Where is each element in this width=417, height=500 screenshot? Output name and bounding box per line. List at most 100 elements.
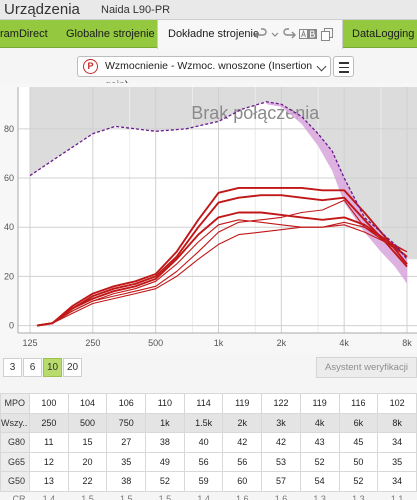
x-tick-label: 2k [277, 338, 287, 348]
gain-curve-2[interactable] [36, 194, 408, 327]
table-cell: 1.5k [183, 412, 224, 433]
table-cell[interactable]: 102 [377, 393, 417, 414]
level-selector: 3 6 10 20 Asystent weryfikacji [0, 357, 417, 379]
x-tick-label: 125 [22, 338, 37, 348]
table-cell: 1,5 [68, 491, 107, 500]
table-cell[interactable]: 50 [338, 451, 379, 472]
tab-bar: ramDirect Globalne strojenie Dokładne st… [0, 20, 417, 49]
table-cell[interactable]: 34 [377, 432, 417, 453]
table-cell: 1,1 [377, 491, 417, 500]
copy-icon[interactable] [320, 27, 334, 41]
level-button-3[interactable]: 3 [3, 358, 22, 377]
redo-icon[interactable] [282, 27, 296, 41]
table-cell[interactable]: 56 [222, 451, 263, 472]
row-header: G65 [0, 451, 30, 472]
table-cell[interactable]: 13 [29, 471, 69, 492]
curve-type-dropdown[interactable]: P Wzmocnienie - Wzmoc. wnoszone (Inserti… [77, 56, 331, 91]
x-tick-label: 8k [402, 338, 412, 348]
table-cell[interactable]: 35 [106, 451, 147, 472]
gain-table: MPO 100 104 106 110 114 119 122 119 116 102 Wszy.. 2… [0, 393, 417, 500]
gain-curves-plot[interactable]: Brak połączenia 0 20 40 60 80 125 250 500 1k 2k 4… [0, 83, 417, 353]
table-cell[interactable]: 20 [67, 451, 108, 472]
table-cell[interactable]: 45 [338, 432, 379, 453]
table-cell: 750 [106, 412, 147, 433]
table-cell: 2k [222, 412, 263, 433]
table-cell[interactable]: 38 [145, 432, 185, 453]
table-cell: 1,5 [145, 491, 185, 500]
no-connection-label: Brak połączenia [191, 103, 320, 123]
table-cell[interactable]: 52 [299, 451, 340, 472]
gain-curve-5[interactable] [36, 199, 408, 327]
table-cell[interactable]: 12 [29, 451, 69, 472]
table-cell: 1,3 [300, 491, 339, 500]
table-cell[interactable]: 60 [222, 471, 263, 492]
table-cell[interactable]: 100 [29, 393, 69, 414]
table-cell[interactable]: 116 [338, 393, 379, 414]
tab-label: ramDirect [0, 28, 48, 40]
max-output-limit-curve [29, 101, 408, 260]
tab-ramdirect[interactable]: ramDirect [0, 20, 58, 48]
ab-compare-icon[interactable] [299, 27, 317, 41]
table-cell[interactable]: 42 [222, 432, 263, 453]
table-cell[interactable]: 49 [145, 451, 185, 472]
table-cell: 1,5 [106, 491, 146, 500]
verification-assistant-button[interactable]: Asystent weryfikacji [316, 357, 417, 378]
y-tick-label: 0 [9, 321, 14, 331]
table-cell[interactable]: 53 [261, 451, 301, 472]
row-header: G80 [0, 432, 30, 453]
x-tick-label: 1k [214, 338, 224, 348]
table-row-freq: Wszy.. 250 500 750 1k 1.5k 2k 3k 4k 6k 8k [0, 412, 417, 433]
table-cell[interactable]: 11 [29, 432, 69, 453]
level-button-20[interactable]: 20 [63, 358, 82, 377]
tab-globalne-strojenie[interactable]: Globalne strojenie [66, 20, 158, 48]
level-button-10[interactable]: 10 [43, 358, 62, 377]
row-header: MPO [0, 393, 30, 414]
table-cell[interactable]: 110 [145, 393, 185, 414]
y-tick-label: 60 [4, 173, 14, 183]
level-button-6[interactable]: 6 [23, 358, 42, 377]
chevron-down-icon[interactable] [271, 27, 279, 41]
window-title: Urządzenia [4, 1, 80, 18]
table-cell[interactable]: 106 [106, 393, 147, 414]
table-cell[interactable]: 54 [299, 471, 340, 492]
table-cell[interactable]: 42 [261, 432, 301, 453]
table-cell[interactable]: 52 [145, 471, 185, 492]
gain-curve-3[interactable] [36, 211, 408, 327]
table-cell: 1,4 [29, 491, 69, 500]
table-cell[interactable]: 43 [299, 432, 340, 453]
table-cell[interactable]: 119 [222, 393, 263, 414]
hamburger-menu-button[interactable] [333, 56, 354, 77]
view-selector-bar: P Wzmocnienie - Wzmoc. wnoszone (Inserti… [0, 49, 417, 91]
table-cell[interactable]: 104 [67, 393, 108, 414]
table-cell: 8k [377, 412, 417, 433]
table-cell[interactable]: 40 [183, 432, 224, 453]
table-cell[interactable]: 119 [299, 393, 340, 414]
table-cell[interactable]: 57 [261, 471, 301, 492]
table-cell[interactable]: 15 [67, 432, 108, 453]
table-cell[interactable]: 22 [67, 471, 108, 492]
table-cell[interactable]: 59 [183, 471, 224, 492]
tab-datalogging[interactable]: DataLogging [352, 20, 417, 48]
tab-toolbar [254, 26, 334, 42]
table-cell[interactable]: 38 [106, 471, 147, 492]
table-cell[interactable]: 34 [377, 471, 417, 492]
row-header: CR [0, 491, 30, 500]
row-header: Wszy.. [0, 412, 30, 433]
table-cell: 500 [67, 412, 108, 433]
gain-curve-1[interactable] [36, 186, 408, 327]
tab-label: Dokładne strojenie [168, 28, 260, 40]
table-cell[interactable]: 35 [377, 451, 417, 472]
table-row-cr: CR 1,4 1,5 1,5 1,5 1,4 1,6 1,6 1,3 1,3 1,1 [0, 491, 417, 500]
table-row-mpo: MPO 100 104 106 110 114 119 122 119 116 102 [0, 393, 417, 414]
gain-curve-6[interactable] [36, 221, 408, 327]
table-cell[interactable]: 56 [183, 451, 224, 472]
table-cell: 1,6 [261, 491, 301, 500]
table-cell[interactable]: 27 [106, 432, 147, 453]
table-cell[interactable]: 114 [183, 393, 224, 414]
table-cell[interactable]: 52 [338, 471, 379, 492]
undo-icon[interactable] [254, 27, 268, 41]
insertion-gain-chart[interactable]: Brak połączenia 0 20 40 60 80 125 250 500 1k 2k 4… [0, 83, 417, 353]
table-cell: 6k [338, 412, 379, 433]
table-cell[interactable]: 122 [261, 393, 301, 414]
table-row-g80: G80 11 15 27 38 40 42 42 43 45 34 [0, 432, 417, 453]
